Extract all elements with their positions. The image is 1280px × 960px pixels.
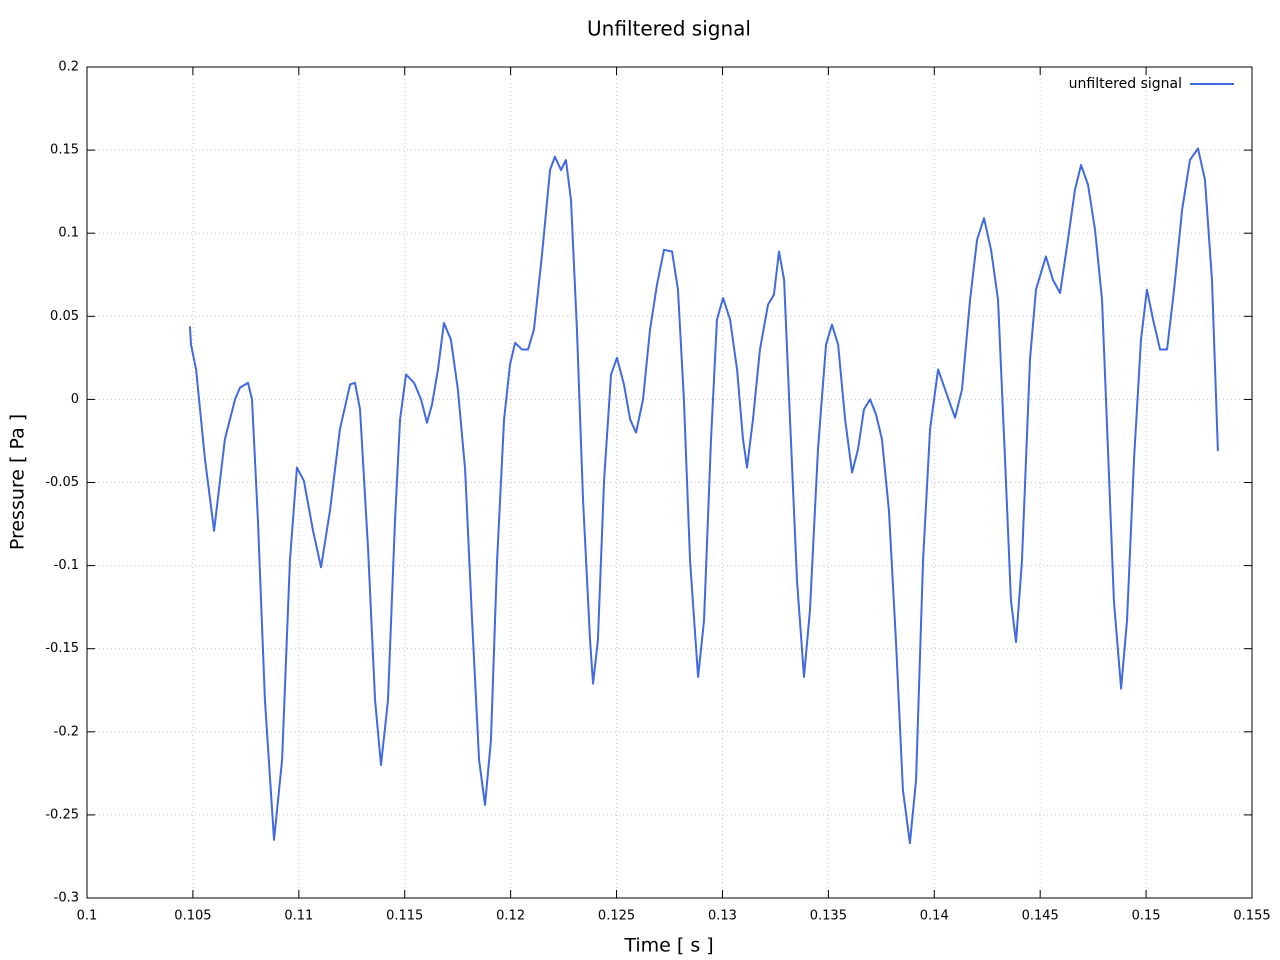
chart-title: Unfiltered signal	[587, 17, 751, 41]
x-tick-label: 0.135	[810, 909, 847, 924]
y-tick-label: 0.05	[50, 309, 79, 324]
x-tick-label: 0.11	[284, 909, 313, 924]
y-tick-label: -0.25	[45, 807, 79, 822]
y-tick-label: -0.3	[54, 891, 79, 906]
y-tick-label: -0.15	[45, 641, 79, 656]
data-line	[188, 147, 1219, 845]
y-tick-label: -0.2	[54, 724, 79, 739]
x-tick-label: 0.13	[708, 909, 737, 924]
y-tick-label: -0.1	[54, 558, 79, 573]
plot-frame	[86, 66, 1253, 899]
x-tick-label: 0.1	[77, 909, 98, 924]
x-axis-label: Time [ s ]	[623, 935, 713, 957]
y-tick-label: -0.05	[45, 475, 79, 490]
y-tick-label: 0	[71, 392, 79, 407]
x-tick-label: 0.12	[496, 909, 525, 924]
x-tick-label: 0.155	[1233, 909, 1270, 924]
y-tick-label: 0.1	[58, 226, 79, 241]
y-tick-label: 0.15	[50, 143, 79, 158]
x-tick-label: 0.145	[1022, 909, 1059, 924]
x-tick-label: 0.14	[920, 909, 949, 924]
y-tick-label: 0.2	[58, 60, 79, 75]
x-tick-label: 0.115	[386, 909, 423, 924]
x-tick-label: 0.125	[598, 909, 635, 924]
y-axis-label: Pressure [ Pa ]	[7, 414, 29, 550]
x-tick-label: 0.105	[174, 909, 211, 924]
legend-label: unfiltered signal	[1069, 76, 1182, 92]
x-tick-label: 0.15	[1132, 909, 1161, 924]
